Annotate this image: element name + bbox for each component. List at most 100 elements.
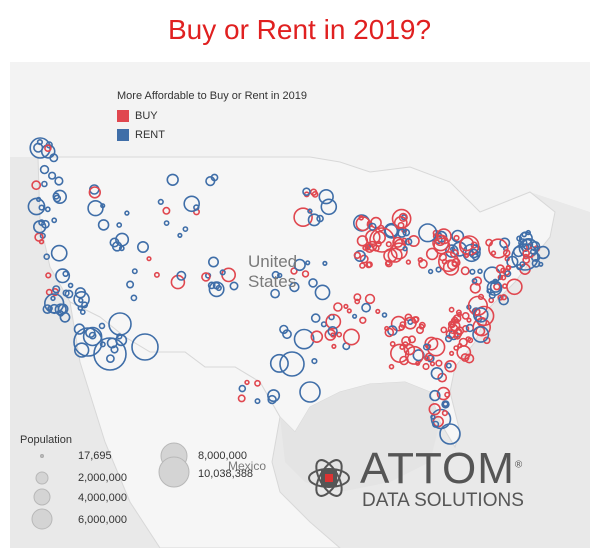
city-marker[interactable]: [43, 253, 51, 260]
city-marker[interactable]: [354, 298, 361, 305]
city-marker[interactable]: [381, 312, 388, 318]
city-marker[interactable]: [389, 340, 396, 347]
city-marker[interactable]: [451, 229, 465, 243]
city-marker[interactable]: [453, 345, 459, 351]
city-marker[interactable]: [468, 248, 479, 259]
city-marker[interactable]: [464, 252, 470, 258]
city-marker[interactable]: [441, 410, 449, 417]
city-marker[interactable]: [55, 268, 71, 284]
city-marker[interactable]: [153, 271, 160, 278]
city-marker[interactable]: [333, 302, 343, 312]
city-marker[interactable]: [483, 266, 502, 284]
city-marker[interactable]: [460, 266, 470, 276]
city-marker[interactable]: [207, 281, 216, 290]
city-marker[interactable]: [342, 328, 360, 346]
city-marker[interactable]: [79, 309, 86, 315]
city-marker[interactable]: [54, 303, 67, 316]
city-marker[interactable]: [62, 289, 70, 297]
city-marker[interactable]: [39, 164, 50, 175]
city-marker[interactable]: [183, 195, 200, 213]
city-marker[interactable]: [506, 278, 523, 296]
city-marker[interactable]: [472, 276, 483, 286]
city-marker[interactable]: [492, 278, 499, 285]
city-marker[interactable]: [486, 288, 492, 294]
city-marker[interactable]: [52, 285, 61, 294]
city-marker[interactable]: [469, 268, 476, 275]
city-marker[interactable]: [398, 324, 405, 331]
city-marker[interactable]: [495, 264, 505, 274]
city-marker[interactable]: [88, 331, 97, 340]
city-marker[interactable]: [388, 363, 395, 370]
city-marker[interactable]: [467, 337, 474, 344]
city-marker[interactable]: [131, 268, 138, 275]
city-marker[interactable]: [455, 309, 462, 316]
city-marker[interactable]: [157, 198, 164, 205]
city-marker[interactable]: [471, 277, 478, 284]
city-marker[interactable]: [49, 153, 59, 163]
city-marker[interactable]: [477, 268, 483, 275]
city-marker-large[interactable]: [93, 337, 127, 371]
city-marker[interactable]: [310, 330, 324, 344]
city-marker[interactable]: [451, 257, 461, 268]
city-marker[interactable]: [254, 379, 261, 387]
city-marker-large[interactable]: [108, 312, 132, 336]
city-marker[interactable]: [518, 238, 528, 248]
city-marker[interactable]: [422, 343, 431, 351]
city-marker[interactable]: [327, 326, 338, 337]
city-marker[interactable]: [352, 313, 358, 319]
city-marker[interactable]: [437, 251, 459, 273]
city-marker[interactable]: [343, 303, 349, 309]
map-canvas[interactable]: More Affordable to Buy or Rent in 2019 B…: [10, 62, 590, 548]
city-marker[interactable]: [458, 337, 468, 347]
city-marker[interactable]: [429, 361, 436, 367]
city-marker-large[interactable]: [511, 243, 539, 271]
city-marker[interactable]: [500, 294, 507, 301]
city-marker[interactable]: [307, 213, 321, 227]
city-marker[interactable]: [488, 291, 496, 299]
city-marker[interactable]: [441, 400, 450, 409]
city-marker[interactable]: [429, 389, 441, 402]
city-marker[interactable]: [62, 270, 69, 278]
legend-item-rent[interactable]: RENT: [117, 125, 307, 144]
city-marker[interactable]: [44, 206, 51, 213]
city-marker[interactable]: [500, 274, 507, 281]
city-marker[interactable]: [435, 359, 443, 367]
city-marker[interactable]: [435, 228, 452, 245]
city-marker[interactable]: [523, 253, 529, 260]
city-marker[interactable]: [346, 308, 352, 314]
city-marker[interactable]: [385, 241, 392, 248]
city-marker[interactable]: [488, 238, 509, 259]
city-marker[interactable]: [301, 270, 310, 278]
city-marker[interactable]: [166, 173, 179, 187]
city-marker[interactable]: [126, 280, 135, 289]
city-marker[interactable]: [336, 331, 343, 338]
city-marker[interactable]: [31, 180, 42, 191]
city-marker[interactable]: [210, 173, 219, 182]
city-marker[interactable]: [384, 223, 399, 238]
city-marker[interactable]: [368, 222, 377, 231]
city-marker[interactable]: [390, 315, 407, 332]
city-marker[interactable]: [384, 259, 393, 268]
city-marker[interactable]: [50, 244, 68, 262]
city-marker[interactable]: [130, 294, 138, 302]
city-marker[interactable]: [447, 323, 459, 335]
city-marker[interactable]: [364, 293, 376, 305]
city-marker[interactable]: [504, 270, 512, 278]
legend-item-buy[interactable]: BUY: [117, 106, 307, 125]
city-marker[interactable]: [73, 342, 90, 358]
city-marker[interactable]: [400, 237, 408, 245]
city-marker[interactable]: [277, 272, 283, 279]
city-marker[interactable]: [430, 366, 444, 380]
city-marker[interactable]: [44, 144, 52, 152]
city-marker[interactable]: [110, 345, 119, 354]
city-marker[interactable]: [322, 260, 328, 266]
city-marker[interactable]: [467, 295, 489, 316]
city-marker[interactable]: [390, 242, 408, 260]
city-marker[interactable]: [238, 384, 247, 393]
city-marker[interactable]: [359, 254, 369, 264]
city-marker[interactable]: [293, 328, 315, 350]
city-marker[interactable]: [38, 239, 45, 245]
city-marker[interactable]: [99, 341, 106, 348]
city-marker[interactable]: [418, 259, 428, 269]
city-marker[interactable]: [87, 200, 104, 217]
